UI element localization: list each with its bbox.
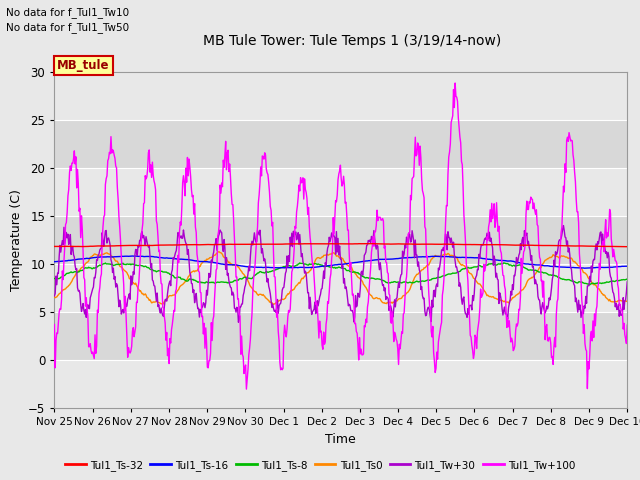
Tul1_Tw+30 (412, 237, 419, 243)
Tul1_Ts-8 (500, 260, 508, 266)
Tul1_Tw+100 (120, 282, 127, 288)
Text: MB_tule: MB_tule (57, 59, 110, 72)
Tul1_Ts0 (216, 249, 223, 255)
Tul1_Ts0 (51, 294, 58, 300)
X-axis label: Time: Time (325, 432, 356, 445)
Tul1_Ts-8 (623, 276, 631, 282)
Tul1_Ts0 (209, 254, 217, 260)
Tul1_Ts-32 (51, 243, 58, 249)
Y-axis label: Temperature (C): Temperature (C) (10, 189, 22, 291)
Line: Tul1_Ts-8: Tul1_Ts-8 (54, 263, 627, 285)
Tul1_Tw+30 (208, 260, 216, 265)
Tul1_Tw+30 (235, 319, 243, 325)
Tul1_Tw+30 (559, 223, 567, 228)
Tul1_Tw+100 (51, 322, 58, 327)
Bar (54, 264, 627, 312)
Bar (54, 312, 627, 360)
Tul1_Ts-32 (120, 242, 127, 248)
Tul1_Ts-32 (623, 244, 631, 250)
Tul1_Ts-8 (120, 262, 127, 267)
Tul1_Ts-32 (178, 242, 186, 248)
Tul1_Tw+100 (428, 334, 436, 340)
Tul1_Ts-8 (51, 276, 58, 281)
Line: Tul1_Ts-32: Tul1_Ts-32 (54, 244, 627, 247)
Text: No data for f_Tul1_Tw50: No data for f_Tul1_Tw50 (6, 22, 129, 33)
Tul1_Ts-16 (209, 260, 217, 265)
Text: No data for f_Tul1_Tw10: No data for f_Tul1_Tw10 (6, 7, 129, 18)
Tul1_Ts-32 (412, 241, 419, 247)
Tul1_Ts-16 (120, 253, 127, 259)
Tul1_Tw+100 (412, 134, 419, 140)
Tul1_Tw+30 (120, 310, 127, 316)
Tul1_Ts-16 (51, 259, 58, 264)
Tul1_Tw+30 (428, 298, 436, 303)
Tul1_Ts0 (159, 301, 166, 307)
Tul1_Tw+30 (623, 279, 631, 285)
Tul1_Ts-32 (370, 241, 378, 247)
Tul1_Ts-8 (411, 279, 419, 285)
Tul1_Ts0 (120, 267, 127, 273)
Tul1_Ts-32 (208, 242, 216, 248)
Tul1_Tw+30 (51, 293, 58, 299)
Bar (54, 120, 627, 168)
Tul1_Ts-8 (586, 282, 593, 288)
Line: Tul1_Ts-16: Tul1_Ts-16 (54, 256, 627, 268)
Line: Tul1_Tw+100: Tul1_Tw+100 (54, 83, 627, 389)
Bar (54, 360, 627, 408)
Tul1_Tw+30 (178, 236, 186, 241)
Tul1_Ts-16 (623, 264, 631, 269)
Tul1_Tw+30 (61, 241, 68, 247)
Text: MB Tule Tower: Tule Temps 1 (3/19/14-now): MB Tule Tower: Tule Temps 1 (3/19/14-now… (203, 34, 501, 48)
Tul1_Tw+100 (208, 337, 216, 343)
Line: Tul1_Tw+30: Tul1_Tw+30 (54, 226, 627, 322)
Bar (54, 216, 627, 264)
Tul1_Ts0 (179, 281, 186, 287)
Tul1_Ts-8 (428, 277, 435, 283)
Tul1_Tw+100 (623, 322, 631, 328)
Bar (54, 72, 627, 120)
Tul1_Tw+100 (451, 80, 459, 86)
Line: Tul1_Ts0: Tul1_Ts0 (54, 252, 627, 304)
Bar (54, 168, 627, 216)
Tul1_Tw+100 (178, 204, 186, 209)
Tul1_Ts-8 (208, 280, 216, 286)
Tul1_Ts0 (429, 255, 436, 261)
Tul1_Ts-16 (179, 256, 186, 262)
Tul1_Ts-16 (129, 253, 136, 259)
Tul1_Ts-16 (61, 258, 68, 264)
Tul1_Ts0 (412, 272, 420, 278)
Tul1_Ts-16 (412, 254, 419, 260)
Tul1_Ts-16 (580, 265, 588, 271)
Tul1_Ts0 (61, 286, 68, 292)
Tul1_Ts-8 (61, 273, 68, 278)
Tul1_Ts-8 (178, 276, 186, 282)
Tul1_Ts-32 (61, 243, 68, 249)
Tul1_Tw+100 (61, 243, 68, 249)
Tul1_Ts0 (623, 298, 631, 304)
Tul1_Tw+100 (243, 386, 250, 392)
Tul1_Ts-16 (428, 253, 436, 259)
Legend: Tul1_Ts-32, Tul1_Ts-16, Tul1_Ts-8, Tul1_Ts0, Tul1_Tw+30, Tul1_Tw+100: Tul1_Ts-32, Tul1_Ts-16, Tul1_Ts-8, Tul1_… (61, 456, 579, 475)
Tul1_Ts-32 (428, 241, 436, 247)
